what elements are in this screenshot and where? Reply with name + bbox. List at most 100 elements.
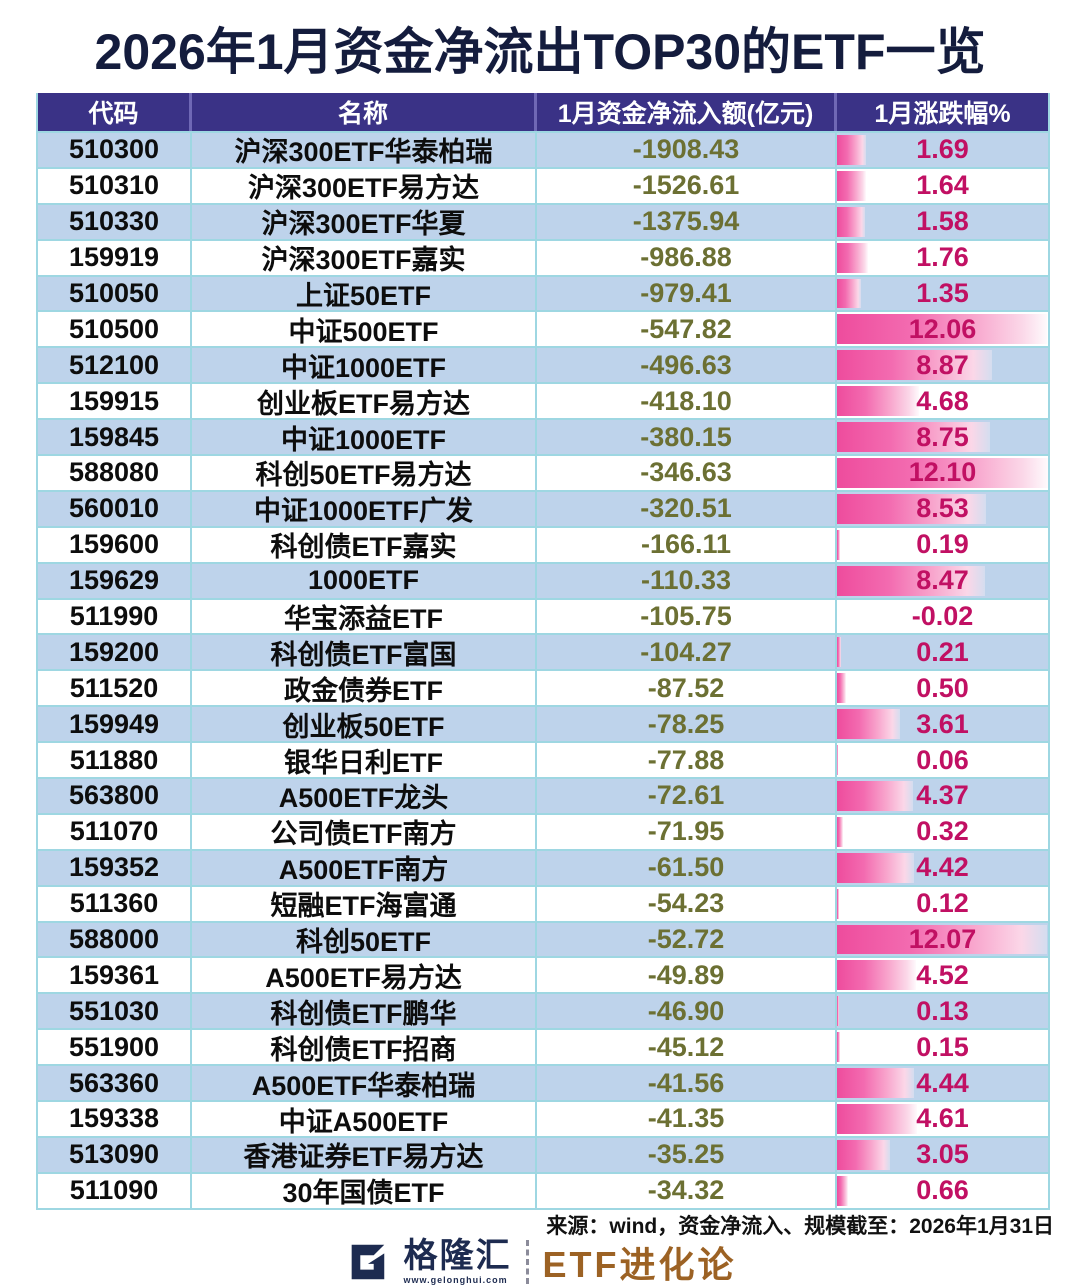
etf-name-value: 创业板ETF易方达 [257, 388, 470, 419]
net-flow: -986.88 [537, 240, 837, 275]
net-flow: -35.25 [537, 1137, 837, 1172]
change-bar [837, 924, 1048, 955]
table-row: 159845 中证1000ETF -380.15 8.75 [38, 418, 1048, 455]
change-pct: 0.32 [837, 815, 1048, 849]
etf-code: 511990 [38, 599, 192, 634]
etf-name-value: 中证1000ETF广发 [253, 496, 474, 526]
etf-name: 中证1000ETF [192, 348, 537, 383]
change-pct: 1.69 [837, 133, 1048, 167]
etf-code-value: 551900 [68, 1031, 160, 1062]
etf-name: A500ETF龙头 [192, 779, 537, 813]
etf-code-value: 513090 [68, 1139, 160, 1170]
change-bar [837, 1032, 840, 1063]
net-flow-value: -418.10 [640, 385, 732, 416]
etf-brand-name: ETF进化论 [542, 1244, 737, 1285]
net-flow-value: -49.89 [647, 959, 725, 990]
change-pct: -0.02 [837, 600, 1048, 634]
net-flow-value: -496.63 [640, 349, 732, 380]
column-header: 1月资金净流入额(亿元) [537, 93, 837, 131]
net-flow-value: -1375.94 [632, 206, 740, 237]
table-row: 510050 上证50ETF -979.41 1.35 [38, 274, 1048, 311]
etf-code-value: 588000 [68, 924, 160, 955]
change-pct-value: 1.35 [916, 278, 969, 308]
change-pct: 1.76 [837, 241, 1048, 275]
etf-name: 沪深300ETF嘉实 [192, 240, 537, 275]
table-row: 512100 中证1000ETF -496.63 8.87 [38, 346, 1048, 383]
change-bar [837, 350, 992, 381]
net-flow-value: -346.63 [640, 457, 732, 488]
change-pct: 1.58 [837, 205, 1048, 239]
change-pct: 12.06 [837, 312, 1048, 346]
etf-code-value: 159629 [68, 565, 160, 596]
net-flow: -77.88 [537, 743, 837, 778]
etf-name-value: 沪深300ETF华夏 [261, 209, 466, 239]
change-bar [837, 888, 840, 919]
etf-code-value: 563360 [68, 1067, 160, 1098]
etf-code-value: 159200 [68, 636, 160, 667]
change-pct: 8.53 [837, 492, 1048, 526]
page-title: 2026年1月资金净流出TOP30的ETF一览 [94, 24, 986, 80]
change-pct-value: 4.68 [916, 385, 969, 416]
change-bar [837, 781, 914, 811]
etf-code: 159629 [38, 563, 192, 598]
change-pct-value: -0.02 [911, 601, 974, 632]
table-row: 159600 科创债ETF嘉实 -166.11 0.19 [38, 525, 1048, 562]
etf-code: 513090 [38, 1137, 192, 1172]
change-pct: 4.52 [837, 958, 1048, 992]
etf-code: 563800 [38, 779, 192, 813]
change-pct-value: 0.12 [916, 888, 969, 919]
net-flow-value: -380.15 [640, 421, 732, 452]
change-bar [837, 960, 916, 991]
net-flow: -87.52 [537, 671, 837, 706]
gelonghui-logo-icon [351, 1244, 384, 1280]
etf-name-value: 香港证券ETF易方达 [243, 1142, 484, 1172]
change-pct: 4.37 [837, 779, 1048, 813]
net-flow: -78.25 [537, 707, 837, 742]
change-pct-value: 0.32 [916, 816, 969, 847]
change-pct-value: 0.66 [916, 1175, 969, 1206]
change-pct: 8.87 [837, 348, 1048, 382]
change-pct-value: 1.69 [916, 134, 969, 165]
etf-name-value: 中证500ETF [288, 316, 439, 347]
net-flow-value: -54.23 [647, 888, 725, 919]
etf-code: 563360 [38, 1066, 192, 1101]
etf-name: 中证1000ETF [192, 420, 537, 455]
etf-code: 510300 [38, 133, 192, 167]
etf-code: 511520 [38, 671, 192, 706]
etf-code: 159352 [38, 850, 192, 885]
etf-name-value: 科创50ETF [295, 927, 432, 957]
change-bar [837, 135, 867, 165]
etf-code: 159915 [38, 384, 192, 419]
change-bar [837, 386, 919, 417]
etf-code: 159200 [38, 635, 192, 670]
change-bar [837, 314, 1048, 345]
change-bar [837, 206, 865, 237]
etf-name: 短融ETF海富通 [192, 886, 537, 921]
change-pct-value: 3.61 [916, 708, 969, 739]
etf-code: 588000 [38, 922, 192, 957]
net-flow: -979.41 [537, 276, 837, 311]
change-pct-value: 0.21 [916, 636, 969, 667]
table-row: 159629 1000ETF -110.33 8.47 [38, 561, 1048, 598]
change-pct: 3.05 [837, 1138, 1048, 1172]
column-header: 代码 [38, 93, 192, 131]
etf-code: 159919 [38, 240, 192, 275]
etf-name: 沪深300ETF易方达 [192, 168, 537, 203]
table-row: 511880 银华日利ETF -77.88 0.06 [38, 741, 1048, 778]
etf-code: 159949 [38, 707, 192, 742]
etf-code-value: 512100 [68, 349, 160, 380]
change-pct: 0.12 [837, 887, 1048, 921]
net-flow: -105.75 [537, 599, 837, 634]
net-flow: -418.10 [537, 384, 837, 419]
column-header: 名称 [192, 93, 537, 131]
etf-name-value: A500ETF易方达 [265, 962, 462, 993]
etf-name-value: 公司债ETF南方 [270, 819, 457, 849]
change-bar [837, 529, 841, 560]
etf-name-value: 沪深300ETF易方达 [247, 173, 480, 203]
etf-code: 551030 [38, 994, 192, 1029]
change-pct-value: 4.42 [916, 852, 969, 883]
net-flow-value: -34.32 [647, 1175, 725, 1206]
table-row: 159352 A500ETF南方 -61.50 4.42 [38, 848, 1048, 885]
change-bar [837, 673, 846, 704]
change-pct: 4.68 [837, 384, 1048, 418]
